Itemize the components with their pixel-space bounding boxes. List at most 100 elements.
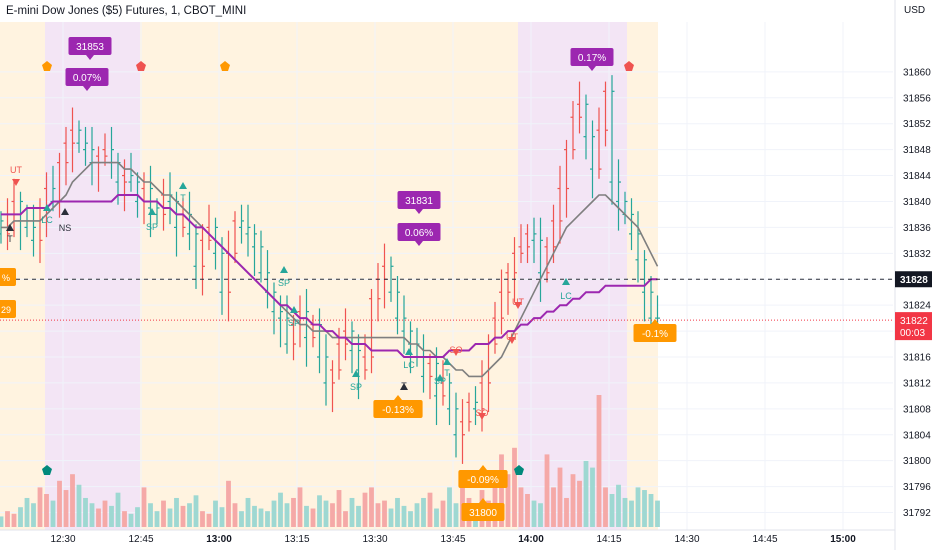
volume-bar [128,513,134,527]
x-tick-label: 12:30 [50,534,75,545]
volume-bar [369,487,374,527]
signal-marker: SP [146,208,158,232]
volume-bar [44,494,49,527]
pill-bg [373,400,423,418]
volume-bar [258,508,264,527]
volume-bar [570,474,576,527]
volume-bar [499,454,504,527]
chart-title: E-mini Dow Jones ($5) Futures, 1, CBOT_M… [6,5,247,17]
y-tick-label: 31824 [903,301,931,312]
edge-pill [0,268,16,286]
pill-pointer [479,465,487,470]
signal-marker: UT [506,332,518,344]
volume-bar [434,508,439,527]
volume-bar [557,467,563,527]
price-label-pill: 31800 [461,498,505,521]
pill-pointer [415,209,423,214]
volume-bar [590,467,595,527]
volume-bar [421,497,426,527]
volume-bar [109,505,114,527]
pentagon-marker [624,61,634,71]
signal-text: LC [41,215,53,225]
pentagon-marker [42,465,52,475]
y-tick-label: 31844 [903,171,931,182]
pentagon-marker [514,465,524,475]
signal-triangle-up [61,208,69,215]
pill-pointer [86,55,94,60]
signal-marker: SP [288,306,300,328]
signal-text: T [444,368,450,378]
pill-text: -0.1% [642,329,668,340]
volume-bar [239,511,244,527]
signal-triangle-up [352,370,360,377]
price-label-pill: -0.1% [633,319,677,342]
edge-pill-text: % [2,273,10,283]
volume-bar [629,500,634,527]
signal-text: SO [475,408,488,418]
price-label-pill: -0.13% [373,395,423,418]
pill-bg [397,191,441,209]
volume-bar [655,500,660,527]
price-label-pill: 0.07% [65,68,109,91]
signal-marker: UT [512,297,524,309]
volume-bar [5,511,10,527]
x-tick-label: 14:00 [518,534,544,545]
volume-bar [349,497,355,527]
y-tick-label: 31836 [903,223,931,234]
signal-triangle-up [43,204,51,211]
signal-text: UT [512,297,524,307]
volume-bar [135,507,140,527]
x-tick-label: 13:30 [362,534,387,545]
volume-bar [291,497,296,527]
y-tick-label: 31792 [903,508,931,519]
y-tick-label: 31816 [903,353,931,364]
signal-text: SP [434,376,446,386]
volume-bar [460,474,465,527]
signal-triangle-down [478,413,486,420]
signal-triangle-up [405,348,413,355]
pill-text: -0.13% [382,405,414,416]
signal-text: SP [288,318,300,328]
volume-bar [278,492,283,527]
pill-pointer [588,66,596,71]
signal-triangle-up [436,374,444,381]
volume-bar [161,500,166,527]
last-price-timer: 00:03 [900,328,925,339]
crosshair-price-label: 31828 [900,275,928,286]
pill-text: 0.06% [405,228,433,239]
signal-triangle-up [290,306,298,313]
volume-bar [616,484,621,527]
volume-bar [427,492,433,527]
volume-bar [115,492,121,527]
pill-text: 31853 [76,42,104,53]
volume-bar [57,480,62,527]
signal-triangle-up [179,182,187,189]
price-label-pill: 31853 [68,37,112,60]
pentagon-marker [220,61,230,71]
volume-bar [447,487,452,527]
volume-bar [297,487,303,527]
x-tick-label: 14:45 [752,534,777,545]
signal-marker: SO [449,345,463,356]
volume-bar [336,490,342,527]
volume-bar [330,503,335,527]
signal-marker: T [179,182,187,203]
volume-bar [642,490,647,527]
volume-bar [512,447,517,527]
volume-bar [0,516,4,527]
volume-bar [635,487,641,527]
signal-text: NS [59,223,72,233]
volume-bar [200,511,205,527]
signal-triangle-down [12,179,20,186]
signal-triangle-up [562,278,570,285]
volume-bar [408,511,413,527]
volume-bar [362,492,368,527]
pill-text: 31831 [405,196,433,207]
pill-bg [458,470,508,488]
last-price-box [895,312,932,341]
pill-pointer [394,395,402,400]
signal-text: T [7,234,13,244]
volume-bar [310,508,316,527]
x-tick-label: 13:15 [284,534,309,545]
